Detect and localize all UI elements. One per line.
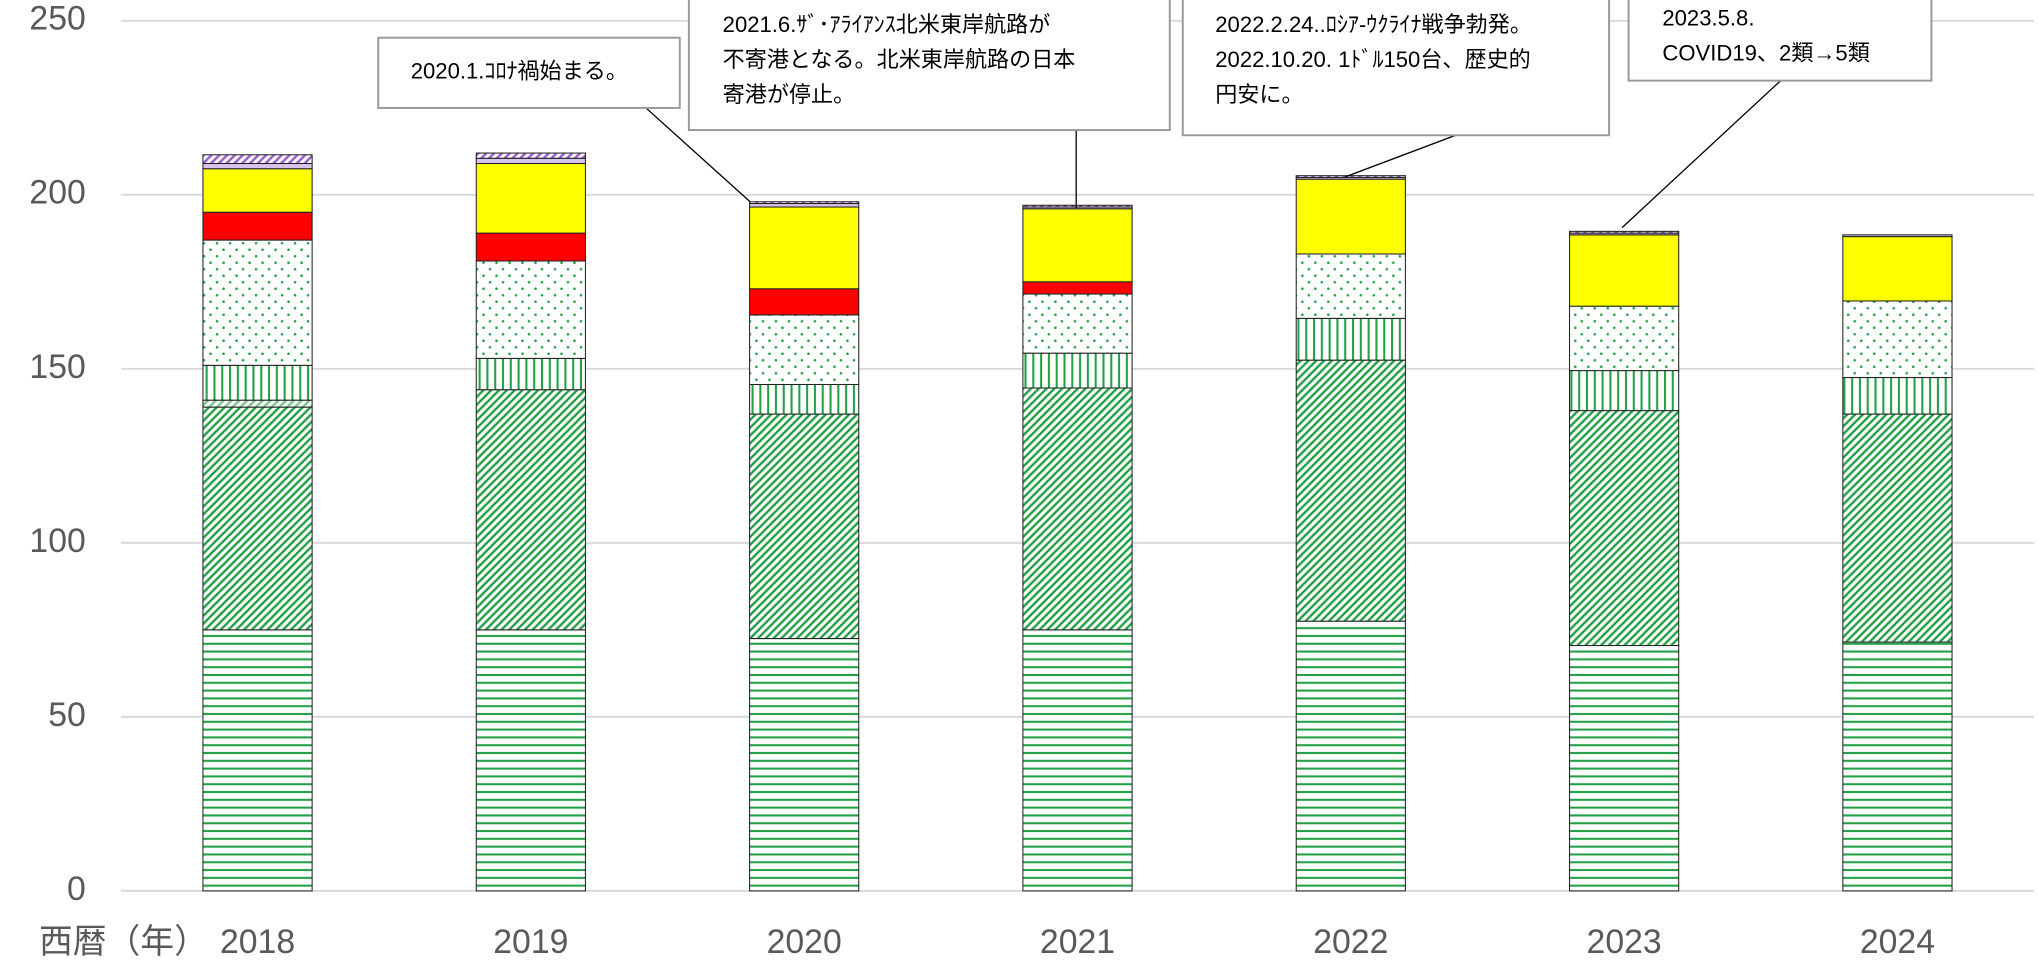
bar-segment: [749, 201, 860, 205]
annotation-text: COVID19、2類→5類: [1662, 40, 1869, 65]
x-tick-label: 2020: [767, 923, 842, 961]
x-tick-label: 2019: [493, 923, 568, 961]
bar-segment: [1842, 377, 1953, 415]
bar-segment: [1569, 305, 1680, 372]
annotation-box: [1181, 0, 1611, 137]
y-tick-label: 100: [29, 522, 85, 560]
annotation-text: 2022.10.20. 1ﾄﾞﾙ150台、歴史的: [1215, 47, 1531, 72]
bar-segment: [475, 157, 586, 165]
y-tick-label: 50: [48, 696, 86, 734]
bar-segment: [475, 260, 586, 359]
annotation-text: 2021.6.ｻﾞ･ｱﾗｲｱﾝｽ北米東岸航路が: [723, 12, 1051, 37]
x-axis-label: 西暦（年）: [39, 923, 208, 961]
bar-segment: [475, 389, 586, 631]
annotation-text: 不寄港となる。北米東岸航路の日本: [723, 47, 1076, 72]
bar-segment: [202, 364, 313, 401]
y-tick-label: 0: [67, 870, 86, 908]
bar-segment: [749, 638, 860, 892]
bar-segment: [749, 383, 860, 415]
bar-segment: [475, 357, 586, 391]
bar-segment: [1295, 620, 1406, 892]
bar-segment: [202, 211, 313, 241]
annotation-text: 2023.5.8.: [1662, 5, 1754, 30]
bar-segment: [749, 206, 860, 290]
bar-segment: [1022, 281, 1133, 295]
bar-segment: [475, 232, 586, 262]
annotation-text: 寄港が停止。: [723, 82, 856, 107]
bar-segment: [749, 413, 860, 640]
annotation-leader: [645, 107, 751, 203]
bar-segment: [475, 162, 586, 234]
bar-segment: [475, 152, 586, 159]
bar-segment: [1295, 178, 1406, 255]
bar-segment: [1569, 234, 1680, 307]
x-tick-label: 2018: [220, 923, 295, 961]
annotation-leader: [1621, 80, 1782, 229]
annotation-box: [1627, 0, 1933, 82]
bar-segment: [1022, 629, 1133, 892]
bar-segment: [1842, 641, 1953, 892]
bar-segment: [749, 314, 860, 386]
bar-segment: [749, 203, 860, 208]
annotation-text: 2022.2.24..ﾛｼｱ-ｳｸﾗｲﾅ戦争勃発。: [1215, 12, 1532, 37]
bar-segment: [1295, 359, 1406, 622]
bar-segment: [1022, 204, 1133, 208]
bar-segment: [1842, 236, 1953, 302]
bar-segment: [1022, 208, 1133, 283]
x-tick-label: 2021: [1040, 923, 1115, 961]
x-tick-label: 2022: [1313, 923, 1388, 961]
bar-segment: [1022, 293, 1133, 354]
bar-segment: [1022, 387, 1133, 631]
bar-segment: [1295, 253, 1406, 319]
bar-segment: [1569, 644, 1680, 892]
bar-segment: [1842, 234, 1953, 238]
annotation-text: 2020.1.ｺﾛﾅ禍始まる。: [411, 59, 628, 84]
bar-segment: [1569, 410, 1680, 647]
bar-segment: [202, 162, 313, 170]
annotation-box: [687, 0, 1171, 132]
bar-segment: [1295, 175, 1406, 178]
annotation-box: [377, 36, 681, 109]
bar-segment: [1022, 352, 1133, 389]
bar-segment: [1569, 370, 1680, 412]
bar-segment: [202, 239, 313, 366]
bar-segment: [475, 629, 586, 892]
bar-segment: [749, 288, 860, 316]
annotation-leader: [1345, 134, 1456, 178]
bar-segment: [1842, 413, 1953, 643]
x-tick-label: 2024: [1860, 923, 1935, 961]
bar-segment: [202, 629, 313, 892]
y-tick-label: 200: [29, 174, 85, 212]
bar-segment: [1569, 230, 1680, 234]
bar-segment: [1295, 317, 1406, 361]
bar-segment: [202, 399, 313, 408]
y-tick-label: 250: [29, 0, 85, 38]
bar-segment: [202, 154, 313, 165]
annotation-text: 円安に。: [1215, 82, 1303, 107]
bar-segment: [202, 168, 313, 213]
bar-segment: [202, 406, 313, 631]
x-tick-label: 2023: [1587, 923, 1662, 961]
bar-segment: [1842, 300, 1953, 379]
y-tick-label: 150: [29, 348, 85, 386]
